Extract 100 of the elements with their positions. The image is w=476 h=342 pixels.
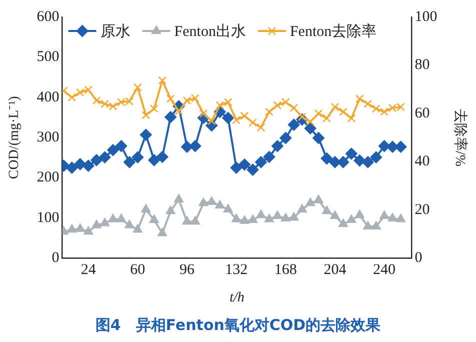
point (363, 220, 373, 230)
point (198, 198, 208, 206)
point (156, 150, 168, 163)
x-tick-label: 204 (324, 262, 347, 278)
x-tick-label: 60 (130, 262, 146, 278)
point (123, 156, 136, 168)
point (117, 98, 126, 106)
y2-axis-title: 去除率/% (452, 108, 468, 167)
point (82, 160, 94, 172)
point (100, 100, 109, 108)
point (222, 112, 234, 124)
point (256, 123, 266, 132)
point (75, 223, 85, 232)
y2-tick-label: 40 (414, 154, 430, 170)
point (230, 162, 242, 174)
point (320, 152, 333, 165)
point (314, 194, 324, 204)
x-axis-title: t/h (230, 290, 244, 306)
point (248, 118, 257, 127)
point (116, 214, 126, 222)
point (207, 116, 216, 126)
point (354, 154, 366, 167)
point (115, 140, 128, 152)
point (273, 101, 282, 110)
point (90, 154, 103, 166)
point (322, 114, 331, 122)
point (216, 101, 224, 110)
point (256, 210, 266, 218)
point (215, 200, 225, 209)
point (67, 224, 77, 233)
x-tick-label: 132 (225, 262, 248, 278)
point (108, 214, 118, 222)
point (246, 164, 259, 176)
point (189, 140, 202, 152)
y-tick-label: 300 (36, 130, 60, 146)
x-tick-label: 96 (179, 262, 195, 278)
point (330, 102, 340, 112)
point (92, 96, 101, 105)
point (388, 212, 398, 222)
point (380, 108, 388, 116)
point (132, 224, 142, 233)
point (125, 97, 134, 106)
y-tick-label: 0 (52, 250, 60, 266)
legend-label: Fenton去除率 (290, 22, 377, 40)
y2-tick-label: 20 (414, 202, 430, 218)
point (379, 210, 390, 219)
point (223, 204, 233, 213)
point (396, 102, 405, 112)
point (84, 86, 93, 94)
point (345, 148, 358, 160)
y2-tick-label: 100 (414, 8, 438, 25)
point (322, 206, 332, 214)
point (346, 214, 356, 224)
point (124, 220, 134, 228)
point (271, 140, 284, 152)
point (263, 150, 276, 163)
point (149, 214, 159, 224)
point (76, 88, 84, 97)
x-tick-label: 240 (373, 262, 396, 278)
point (280, 132, 292, 144)
point (388, 104, 397, 112)
point (182, 216, 192, 225)
point (98, 151, 111, 164)
point (191, 94, 200, 102)
point (248, 214, 258, 224)
point (370, 151, 382, 164)
point (355, 94, 364, 103)
point (133, 83, 142, 92)
point (240, 112, 249, 120)
point (347, 114, 356, 122)
point (68, 93, 76, 102)
point (396, 214, 406, 222)
point (92, 220, 102, 228)
x-tick-label: 168 (274, 262, 297, 278)
point (265, 108, 274, 116)
point (107, 144, 119, 156)
point (84, 226, 94, 235)
point (66, 162, 78, 174)
point (164, 111, 177, 124)
point (289, 212, 299, 221)
y-tick-label: 200 (36, 170, 60, 186)
point (148, 154, 160, 166)
point (231, 214, 242, 222)
point (288, 118, 300, 131)
point (304, 122, 316, 134)
point (180, 140, 193, 153)
point (142, 110, 150, 120)
point (290, 104, 298, 112)
point (312, 132, 325, 144)
point (254, 156, 267, 168)
point (264, 214, 274, 222)
legend-label: 原水 (100, 22, 130, 40)
y2-tick-label: 0 (414, 250, 422, 266)
point (166, 94, 175, 103)
point (141, 204, 151, 213)
point (174, 194, 184, 203)
point (372, 104, 380, 113)
point (174, 107, 183, 116)
caption: 图4 异相Fenton氧化对COD的去除效果 (94, 316, 382, 335)
point (238, 158, 251, 171)
